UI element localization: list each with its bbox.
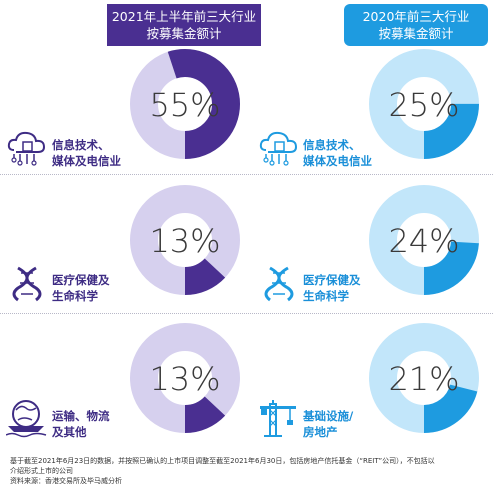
label-infrastructure-2020: 基础设施/ 房地产 xyxy=(303,408,353,440)
donut-slice-right-0 xyxy=(369,49,479,159)
cloud-circuit-icon xyxy=(259,131,298,166)
donut-slice-left-2 xyxy=(130,323,240,433)
cloud-circuit-icon xyxy=(7,131,46,166)
header-2020-line2: 按募集金额计 xyxy=(378,26,454,41)
footnote-source: 资料来源：香港交易所及毕马威分析 xyxy=(10,477,122,485)
footnote-line: 介绍形式上市的公司 xyxy=(10,467,73,475)
dna-icon xyxy=(264,266,294,302)
donut-slice-left-1 xyxy=(130,185,240,295)
label-line: 医疗保健及 xyxy=(52,273,110,287)
donut-value-label-right-0: 25% xyxy=(388,86,459,124)
label-healthcare-2021: 医疗保健及 生命科学 xyxy=(52,272,110,304)
row-divider xyxy=(0,174,493,175)
header-2021h1-line1: 2021年上半年前三大行业 xyxy=(111,9,257,24)
donut-value-label-left-2: 13% xyxy=(149,360,220,398)
header-2021h1: 2021年上半年前三大行业 按募集金额计 xyxy=(107,4,261,46)
donut-slice-right-2 xyxy=(369,323,479,433)
row-divider xyxy=(0,313,493,314)
donut-slice-right-1 xyxy=(369,185,479,295)
label-transport-2021: 运输、物流 及其他 xyxy=(52,408,110,440)
label-line: 房地产 xyxy=(303,425,338,439)
header-2021h1-line2: 按募集金额计 xyxy=(146,26,222,41)
dna-icon xyxy=(12,266,42,302)
donut-slice-left-0 xyxy=(130,49,240,159)
label-line: 媒体及电信业 xyxy=(303,154,372,168)
label-line: 媒体及电信业 xyxy=(52,154,121,168)
label-line: 医疗保健及 xyxy=(303,273,361,287)
donut-charts: 55% 13% 13% 25% 24% 21% xyxy=(130,49,479,433)
globe-ship-icon xyxy=(6,400,47,438)
label-tmt-2021: 信息技术、 媒体及电信业 xyxy=(52,137,121,169)
header-2020-line1: 2020年前三大行业 xyxy=(362,9,470,24)
label-line: 及其他 xyxy=(52,425,87,439)
donut-value-label-right-1: 24% xyxy=(388,222,459,260)
footnote: 基于截至2021年6月23日的数据，并按照已确认的上市项目调整至截至2021年6… xyxy=(10,456,488,486)
label-line: 运输、物流 xyxy=(52,409,110,423)
donut-value-label-right-2: 21% xyxy=(388,360,459,398)
label-line: 信息技术、 xyxy=(303,138,361,152)
label-healthcare-2020: 医疗保健及 生命科学 xyxy=(303,272,361,304)
footnote-line: 基于截至2021年6月23日的数据，并按照已确认的上市项目调整至截至2021年6… xyxy=(10,457,435,465)
label-line: 生命科学 xyxy=(52,289,98,303)
label-line: 信息技术、 xyxy=(52,138,110,152)
label-tmt-2020: 信息技术、 媒体及电信业 xyxy=(303,137,372,169)
crane-icon xyxy=(260,400,296,437)
header-2020: 2020年前三大行业 按募集金额计 xyxy=(344,4,488,46)
donut-value-label-left-0: 55% xyxy=(149,86,220,124)
label-line: 基础设施/ xyxy=(303,409,354,423)
label-line: 生命科学 xyxy=(303,289,349,303)
donut-value-label-left-1: 13% xyxy=(149,222,220,260)
